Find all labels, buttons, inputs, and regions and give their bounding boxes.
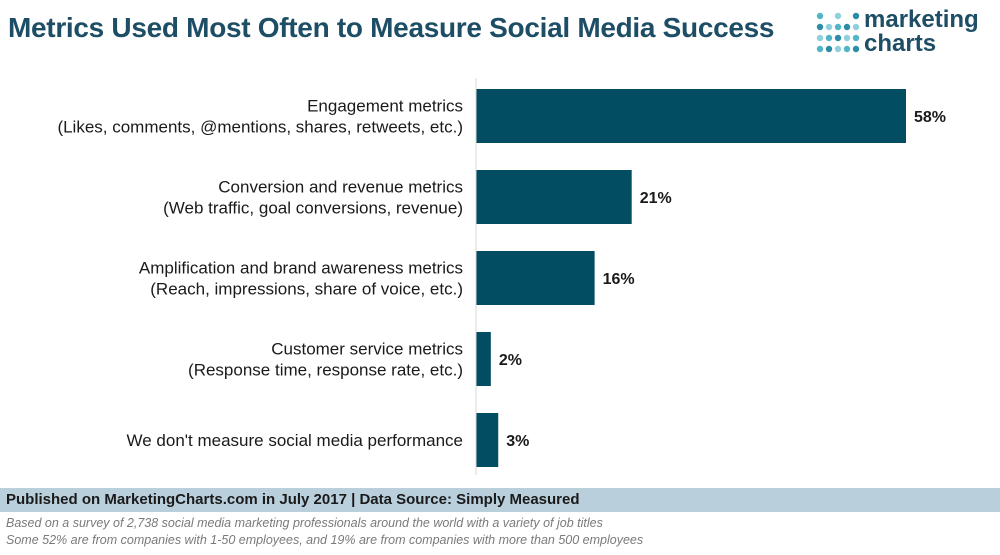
data-label: 21% — [640, 190, 672, 207]
data-label: 2% — [499, 352, 522, 369]
category-label: (Likes, comments, @mentions, shares, ret… — [57, 118, 463, 137]
logo-dot — [834, 34, 842, 42]
category-label: Engagement metrics — [307, 97, 463, 116]
category-label: We don't measure social media performanc… — [127, 431, 463, 450]
logo-dot — [816, 45, 824, 53]
logo-dot — [852, 34, 860, 42]
category-label: (Reach, impressions, share of voice, etc… — [150, 280, 463, 299]
chart-title: Metrics Used Most Often to Measure Socia… — [8, 12, 775, 43]
logo-dot — [825, 23, 833, 31]
data-label: 58% — [914, 109, 946, 126]
footnote-1: Based on a survey of 2,738 social media … — [6, 516, 603, 530]
category-label: (Response time, response rate, etc.) — [188, 361, 463, 380]
logo-dot — [852, 12, 860, 20]
bar — [476, 332, 491, 386]
source-text: Published on MarketingCharts.com in July… — [6, 491, 580, 508]
data-label: 3% — [506, 433, 529, 450]
marketingcharts-logo-icon — [816, 12, 860, 53]
logo-dot — [852, 45, 860, 53]
bar — [476, 251, 595, 305]
logo-dot — [816, 23, 824, 31]
bar-chart: 58% Engagement metrics (Likes, comments, @… — [57, 78, 946, 475]
footer-bar: Published on MarketingCharts.com in July… — [0, 488, 1000, 512]
logo-dot — [852, 23, 860, 31]
logo-dot — [834, 23, 842, 31]
logo-dot — [834, 12, 842, 20]
footnote-2: Some 52% are from companies with 1-50 em… — [6, 533, 644, 547]
data-label: 16% — [603, 271, 635, 288]
logo-text: marketing charts — [864, 8, 979, 56]
bar — [476, 89, 906, 143]
logo-line-1: marketing — [864, 6, 979, 33]
bar — [476, 413, 499, 467]
logo-dot — [816, 12, 824, 20]
category-label: (Web traffic, goal conversions, revenue) — [163, 199, 463, 218]
category-label: Conversion and revenue metrics — [218, 178, 463, 197]
bar — [476, 170, 632, 224]
logo-dot — [843, 23, 851, 31]
logo-dot — [816, 34, 824, 42]
logo-dot — [825, 34, 833, 42]
logo-dot — [825, 45, 833, 53]
logo-dot — [843, 34, 851, 42]
logo-line-2: charts — [864, 30, 937, 57]
logo-dot — [834, 45, 842, 53]
logo-dot — [843, 45, 851, 53]
category-label: Customer service metrics — [271, 340, 463, 359]
category-label: Amplification and brand awareness metric… — [139, 259, 463, 278]
